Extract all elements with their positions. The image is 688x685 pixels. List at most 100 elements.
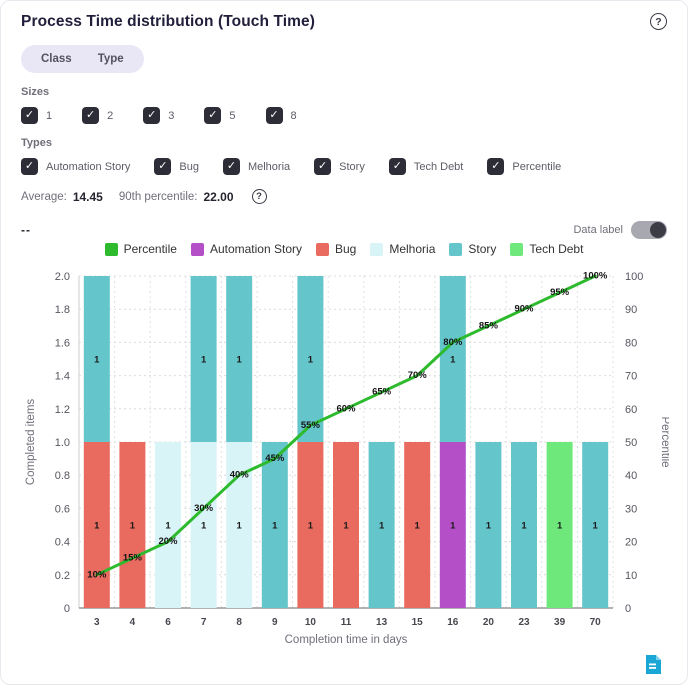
svg-text:1: 1 [272, 521, 278, 532]
type-checkbox-tech-debt[interactable]: ✓ Tech Debt [388, 158, 464, 175]
legend-item-bug[interactable]: Bug [315, 242, 356, 256]
svg-text:10: 10 [625, 570, 637, 582]
svg-text:90: 90 [625, 304, 637, 316]
checkbox-checked-icon: ✓ [265, 107, 283, 124]
checkbox-label: 8 [290, 109, 297, 122]
legend-label: Percentile [123, 242, 177, 256]
svg-text:0.6: 0.6 [55, 503, 70, 515]
svg-text:1: 1 [237, 355, 243, 366]
legend-swatch [190, 242, 204, 256]
svg-text:4: 4 [130, 617, 136, 628]
svg-text:1.8: 1.8 [55, 304, 70, 316]
svg-text:50: 50 [625, 437, 637, 449]
percentile90-label: 90th percentile: [118, 190, 198, 203]
checkbox-label: Story [339, 160, 365, 173]
percentile-help-icon[interactable]: ? [251, 189, 267, 204]
svg-text:1: 1 [450, 521, 456, 532]
svg-text:1: 1 [94, 355, 100, 366]
svg-text:80: 80 [625, 337, 637, 349]
legend-item-melhoria[interactable]: Melhoria [370, 242, 435, 256]
legend-swatch [104, 242, 118, 256]
stats-row: Average: 14.45 90th percentile: 22.00 ? [21, 189, 667, 204]
chart-controls-row: -- Data label [21, 220, 667, 240]
legend-item-automation-story[interactable]: Automation Story [190, 242, 302, 256]
legend-item-tech-debt[interactable]: Tech Debt [510, 242, 583, 256]
export-row [21, 655, 667, 674]
svg-text:15: 15 [412, 617, 424, 628]
svg-text:85%: 85% [479, 320, 499, 331]
svg-text:60: 60 [625, 404, 637, 416]
type-checkbox-bug[interactable]: ✓ Bug [154, 158, 199, 175]
svg-text:40%: 40% [230, 470, 250, 481]
checkbox-checked-icon: ✓ [154, 158, 172, 175]
size-checkbox-1[interactable]: ✓ 1 [21, 107, 52, 124]
svg-text:1: 1 [415, 521, 421, 532]
svg-text:65%: 65% [372, 387, 392, 398]
svg-text:1.0: 1.0 [55, 437, 70, 449]
checkbox-checked-icon: ✓ [204, 107, 222, 124]
size-checkbox-5[interactable]: ✓ 5 [204, 107, 236, 124]
svg-text:1: 1 [486, 521, 492, 532]
average-label: Average: [21, 190, 67, 203]
legend-item-story[interactable]: Story [449, 242, 496, 256]
svg-text:20: 20 [483, 617, 495, 628]
range-placeholder: -- [21, 223, 31, 237]
data-label-toggle-label: Data label [573, 224, 623, 236]
svg-text:3: 3 [94, 617, 100, 628]
checkbox-label: Tech Debt [413, 160, 464, 173]
svg-text:80%: 80% [443, 337, 463, 348]
svg-text:1: 1 [379, 521, 385, 532]
checkbox-checked-icon: ✓ [388, 158, 406, 175]
svg-text:23: 23 [518, 617, 530, 628]
page-title: Process Time distribution (Touch Time) [21, 13, 316, 30]
svg-text:1: 1 [308, 521, 314, 532]
size-checkbox-2[interactable]: ✓ 2 [82, 107, 113, 124]
checkbox-checked-icon: ✓ [143, 107, 161, 124]
svg-text:1: 1 [450, 355, 456, 366]
checkbox-label: 5 [229, 109, 236, 122]
svg-text:0.4: 0.4 [55, 537, 70, 549]
percentile90-value: 22.00 [203, 189, 234, 204]
tab-class[interactable]: Class [41, 53, 72, 65]
type-checkbox-melhoria[interactable]: ✓ Melhoria [222, 158, 290, 175]
svg-text:1: 1 [521, 521, 527, 532]
help-icon[interactable]: ? [650, 13, 667, 30]
svg-text:0.2: 0.2 [55, 570, 70, 582]
svg-text:1: 1 [343, 521, 349, 532]
svg-text:1: 1 [201, 355, 207, 366]
svg-text:20%: 20% [158, 536, 178, 547]
svg-text:30%: 30% [194, 503, 214, 514]
svg-text:100%: 100% [583, 271, 608, 282]
checkbox-label: Bug [179, 160, 199, 173]
svg-text:95%: 95% [550, 287, 570, 298]
svg-text:100: 100 [625, 271, 643, 283]
svg-text:13: 13 [376, 617, 388, 628]
svg-text:40: 40 [625, 470, 637, 482]
svg-text:1: 1 [165, 521, 171, 532]
checkbox-checked-icon: ✓ [21, 107, 38, 124]
export-report-icon[interactable] [644, 655, 661, 674]
type-checkbox-automation-story[interactable]: ✓ Automation Story [21, 158, 130, 175]
size-checkbox-8[interactable]: ✓ 8 [265, 107, 297, 124]
legend-swatch [370, 242, 384, 256]
legend-label: Automation Story [209, 242, 302, 256]
sizes-checkbox-row: ✓ 1 ✓ 2 ✓ 3 ✓ 5 ✓ 8 [21, 107, 667, 124]
svg-text:15%: 15% [123, 553, 143, 564]
average-value: 14.45 [72, 189, 103, 204]
legend-swatch [510, 242, 524, 256]
svg-text:Percentile: Percentile [659, 416, 669, 467]
svg-text:1: 1 [201, 521, 207, 532]
type-checkbox-story[interactable]: ✓ Story [314, 158, 365, 175]
svg-text:7: 7 [201, 617, 207, 628]
svg-text:10: 10 [305, 617, 317, 628]
svg-text:0: 0 [64, 603, 70, 615]
size-checkbox-3[interactable]: ✓ 3 [143, 107, 174, 124]
svg-text:1: 1 [593, 521, 599, 532]
svg-text:39: 39 [554, 617, 566, 628]
tab-type[interactable]: Type [97, 53, 124, 65]
legend-label: Melhoria [389, 242, 436, 256]
type-checkbox-percentile[interactable]: ✓ Percentile [487, 158, 561, 175]
svg-text:Completed items: Completed items [25, 399, 37, 486]
data-label-toggle[interactable] [631, 221, 667, 239]
legend-item-percentile[interactable]: Percentile [104, 242, 177, 256]
